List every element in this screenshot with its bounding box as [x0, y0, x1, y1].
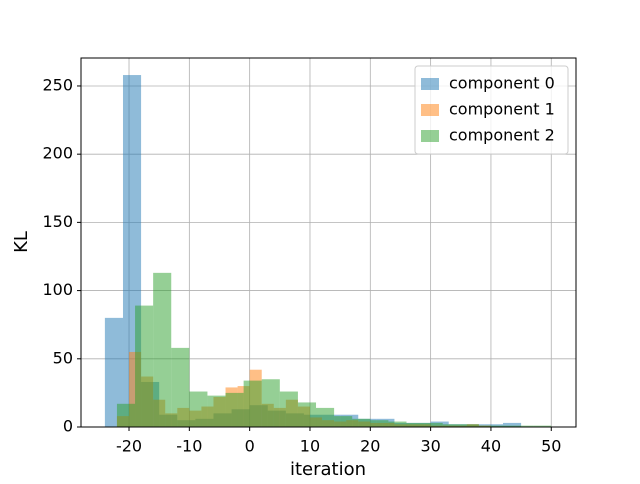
- histogram-bar: [243, 380, 262, 427]
- histogram-bar: [153, 272, 172, 427]
- histogram-bar: [279, 391, 298, 427]
- histogram-bar: [171, 347, 190, 427]
- histogram-bar: [496, 425, 516, 427]
- histogram-bar: [104, 317, 123, 427]
- histogram-bar: [503, 422, 522, 427]
- x-tick-label: 40: [481, 437, 501, 456]
- y-axis-label: KL: [11, 231, 32, 253]
- legend-label: component 0: [449, 74, 555, 93]
- histogram-bar: [478, 425, 497, 427]
- legend-label: component 2: [449, 126, 555, 145]
- y-tick-label: 50: [53, 348, 73, 367]
- x-axis-label: iteration: [290, 459, 366, 480]
- y-tick-label: 200: [42, 144, 73, 163]
- x-tick-label: 0: [245, 437, 255, 456]
- histogram-bar: [261, 379, 280, 427]
- ticks: -20 -10 0 10 20 30 40 50 0 50 100 150 200 250: [42, 75, 561, 455]
- axes-frame: [80, 57, 577, 428]
- y-tick-label: 150: [42, 212, 73, 231]
- y-tick-label: 250: [42, 75, 73, 94]
- histogram-bar: [442, 424, 461, 427]
- histogram-bar: [515, 425, 534, 427]
- histogram-bar: [370, 420, 389, 427]
- histogram-bar: [334, 416, 353, 427]
- histogram-bar: [116, 403, 136, 427]
- x-tick-label: 50: [541, 437, 561, 456]
- histogram-bar: [352, 418, 371, 427]
- x-tick-label: 20: [360, 437, 380, 456]
- y-tick-label: 0: [63, 417, 73, 436]
- x-tick-label: 30: [420, 437, 440, 456]
- histogram-bar: [189, 391, 208, 427]
- legend-box: [414, 65, 569, 155]
- histogram-bar: [225, 392, 244, 427]
- legend-swatch: [421, 78, 439, 90]
- legend-swatch: [421, 130, 439, 142]
- y-tick-label: 100: [42, 280, 73, 299]
- legend-swatch: [421, 104, 439, 116]
- x-tick-label: 10: [300, 437, 320, 456]
- histogram-bar: [316, 407, 335, 427]
- histogram-bar: [388, 421, 407, 427]
- histogram-bar: [207, 395, 226, 427]
- legend-label: component 1: [449, 100, 555, 119]
- histogram-bar: [297, 402, 317, 427]
- x-tick-label: -20: [116, 437, 142, 456]
- histogram-bar: [533, 425, 552, 427]
- legend: component 0 component 1 component 2: [414, 65, 569, 155]
- x-tick-label: -10: [176, 437, 202, 456]
- bars: [104, 75, 552, 427]
- histogram-bar: [460, 424, 479, 427]
- histogram-bar: [135, 305, 154, 427]
- histogram-bar: [406, 422, 425, 427]
- histogram-bar: [424, 422, 443, 427]
